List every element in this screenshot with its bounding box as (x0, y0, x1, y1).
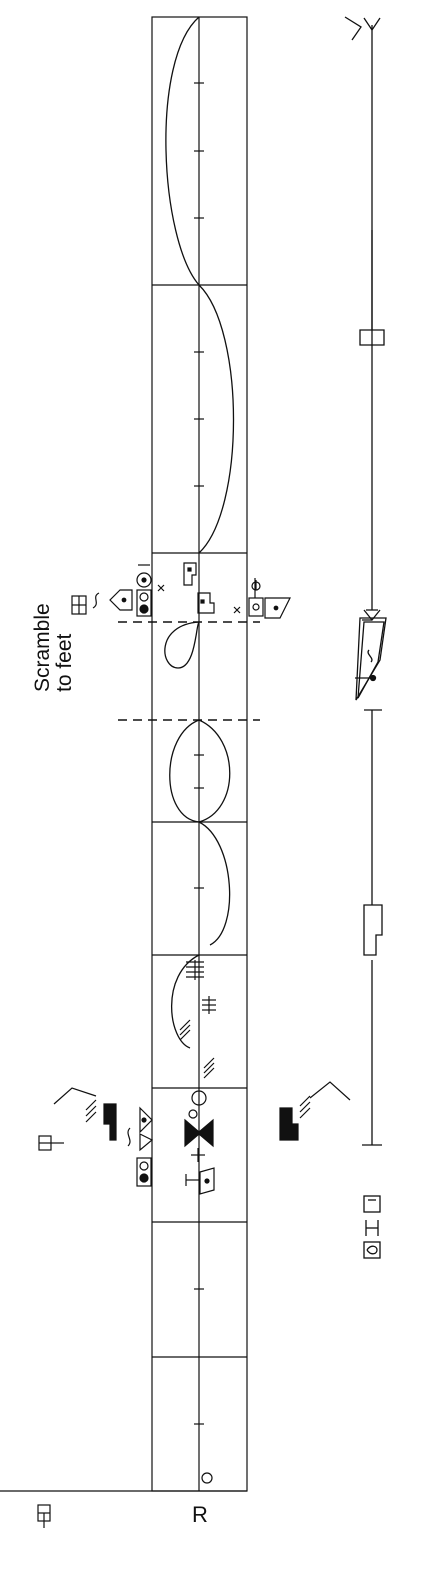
right-body-symbols (233, 578, 291, 619)
central-support-block (38, 1081, 351, 1195)
dashed-bar-lines (118, 621, 260, 721)
contact-hooks (179, 960, 216, 1079)
lower-left-symbol (37, 1504, 51, 1528)
staff-frame (0, 16, 248, 1492)
start-marker (201, 1472, 213, 1484)
wave-path (164, 16, 235, 1049)
staff-center-label: R (192, 1502, 208, 1527)
beat-ticks (194, 82, 204, 1425)
support-symbols-upper (183, 562, 215, 614)
left-body-symbols (71, 564, 165, 617)
pathway-column (344, 16, 387, 1259)
